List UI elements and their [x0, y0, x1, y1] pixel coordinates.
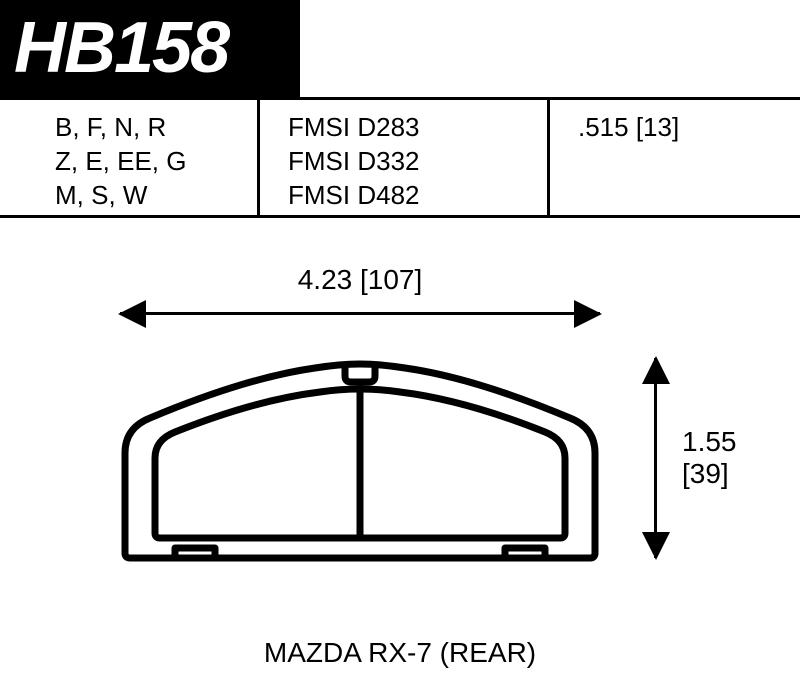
application-caption: MAZDA RX-7 (REAR) — [0, 637, 800, 669]
compounds-line: M, S, W — [55, 178, 239, 212]
height-mm: [39] — [682, 458, 737, 490]
height-in: 1.55 — [682, 426, 737, 458]
fmsi-code: FMSI D283 — [288, 110, 529, 144]
compounds-column: B, F, N, R Z, E, EE, G M, S, W — [0, 100, 260, 215]
brake-pad-outline — [115, 358, 605, 563]
fmsi-code: FMSI D482 — [288, 178, 529, 212]
height-dim-label: 1.55 [39] — [682, 426, 737, 490]
width-dim-line — [120, 312, 600, 315]
header-right-blank — [300, 0, 800, 97]
arrow-right-icon — [574, 300, 602, 328]
height-dimension: 1.55 [39] — [630, 358, 770, 558]
arrow-up-icon — [642, 356, 670, 384]
width-dimension: 4.23 [107] — [120, 268, 600, 308]
header-bar: HB158 — [0, 0, 800, 100]
fmsi-column: FMSI D283 FMSI D332 FMSI D482 — [260, 100, 550, 215]
arrow-left-icon — [118, 300, 146, 328]
arrow-down-icon — [642, 532, 670, 560]
diagram-area: 4.23 [107] 1.55 [39] MAZDA R — [0, 218, 800, 691]
part-number-badge: HB158 — [0, 0, 300, 97]
spec-table: B, F, N, R Z, E, EE, G M, S, W FMSI D283… — [0, 100, 800, 218]
fmsi-code: FMSI D332 — [288, 144, 529, 178]
thickness-value: .515 [13] — [578, 110, 782, 144]
compounds-line: B, F, N, R — [55, 110, 239, 144]
height-dim-line — [654, 358, 657, 558]
width-dim-label: 4.23 [107] — [120, 264, 600, 296]
part-number: HB158 — [14, 8, 228, 88]
compounds-line: Z, E, EE, G — [55, 144, 239, 178]
thickness-column: .515 [13] — [550, 100, 800, 215]
